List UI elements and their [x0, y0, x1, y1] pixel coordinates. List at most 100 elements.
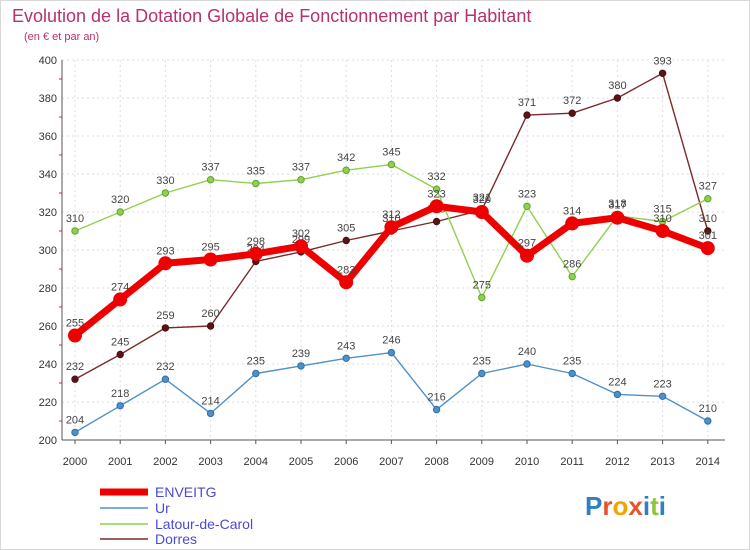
data-label-dorres: 305 — [337, 223, 355, 235]
data-label-enveitg: 301 — [699, 230, 717, 242]
data-point-enveitg — [610, 210, 625, 225]
data-point-latour-de-carol — [342, 166, 350, 174]
data-label-ur: 216 — [427, 392, 445, 404]
data-label-latour-de-carol: 275 — [473, 280, 491, 292]
data-point-enveitg — [203, 252, 218, 267]
data-point-latour-de-carol — [568, 272, 576, 281]
data-point-dorres — [206, 322, 215, 330]
data-label-enveitg: 297 — [518, 238, 536, 250]
legend-label-ur: Ur — [155, 500, 170, 516]
data-label-enveitg: 317 — [608, 200, 626, 212]
data-point-dorres — [613, 94, 622, 102]
data-point-latour-de-carol — [116, 208, 124, 216]
data-label-latour-de-carol: 323 — [518, 188, 536, 200]
data-label-enveitg: 320 — [473, 194, 491, 206]
y-tick-label: 220 — [39, 397, 57, 409]
data-label-ur: 218 — [111, 388, 129, 400]
data-point-enveitg — [565, 216, 580, 231]
data-point-dorres — [432, 217, 441, 226]
y-tick-label: 320 — [39, 207, 57, 219]
data-label-dorres: 371 — [518, 97, 536, 109]
data-point-ur — [387, 348, 396, 357]
data-label-latour-de-carol: 337 — [292, 162, 310, 174]
data-point-latour-de-carol — [297, 176, 305, 184]
series: 2322452592602942993053103153213713723803… — [66, 55, 717, 437]
y-tick-label: 240 — [39, 359, 57, 371]
data-point-ur — [252, 369, 260, 378]
data-point-latour-de-carol — [161, 189, 170, 197]
data-label-enveitg: 283 — [337, 264, 355, 276]
x-tick-label: 2012 — [605, 456, 629, 468]
chart-subtitle: (en € et par an) — [24, 31, 99, 43]
data-label-ur: 246 — [382, 335, 400, 347]
y-tick-label: 340 — [39, 169, 57, 181]
data-label-latour-de-carol: 342 — [337, 152, 355, 164]
data-label-dorres: 259 — [156, 310, 174, 322]
data-label-enveitg: 312 — [382, 209, 400, 221]
data-point-ur — [206, 409, 215, 418]
data-point-dorres — [704, 227, 712, 235]
data-label-enveitg: 310 — [653, 213, 671, 225]
data-point-latour-de-carol — [432, 185, 441, 193]
x-tick-label: 2003 — [198, 456, 222, 468]
data-point-ur — [478, 369, 486, 378]
data-label-dorres: 393 — [653, 55, 671, 67]
data-point-ur — [568, 369, 576, 378]
x-tick-label: 2014 — [696, 456, 720, 468]
logo-letter: i — [659, 491, 666, 521]
data-point-enveitg — [294, 239, 308, 254]
data-label-dorres: 380 — [608, 80, 626, 92]
data-label-dorres: 310 — [699, 213, 717, 225]
proxiti-logo: Proxiti — [585, 491, 666, 521]
data-point-enveitg — [339, 275, 354, 290]
data-label-latour-de-carol: 327 — [699, 181, 717, 193]
data-label-ur: 235 — [563, 356, 581, 368]
data-point-enveitg — [248, 246, 263, 261]
data-point-dorres — [71, 375, 79, 383]
data-point-ur — [432, 405, 441, 414]
data-point-ur — [116, 402, 124, 410]
legend-label-dorres: Dorres — [155, 531, 197, 547]
y-tick-label: 260 — [39, 321, 57, 333]
logo-letter: i — [643, 491, 650, 521]
data-label-dorres: 321 — [473, 192, 491, 204]
data-label-latour-de-carol: 318 — [608, 198, 626, 210]
data-label-latour-de-carol: 345 — [382, 147, 400, 159]
y-tick-label: 300 — [39, 245, 57, 257]
x-tick-label: 2006 — [334, 456, 358, 468]
data-point-enveitg — [68, 328, 82, 343]
data-point-enveitg — [158, 256, 173, 271]
data-point-ur — [161, 375, 170, 383]
data-point-enveitg — [429, 199, 444, 214]
x-tick-label: 2008 — [424, 456, 448, 468]
data-label-enveitg: 323 — [427, 188, 445, 200]
data-point-dorres — [568, 109, 576, 117]
x-tick-label: 2004 — [244, 456, 268, 468]
data-label-enveitg: 274 — [111, 281, 129, 293]
data-label-dorres: 232 — [66, 361, 84, 373]
data-point-enveitg — [474, 205, 489, 219]
data-label-enveitg: 298 — [247, 236, 265, 248]
logo-letter: r — [602, 491, 612, 521]
data-label-latour-de-carol: 286 — [563, 259, 581, 271]
data-point-enveitg — [700, 241, 715, 256]
data-label-latour-de-carol: 332 — [427, 171, 445, 183]
data-label-enveitg: 255 — [66, 318, 84, 330]
data-point-enveitg — [520, 248, 534, 263]
axes: 200 220 240 260 280 300 320 340 360 380 400 2000 200… — [39, 55, 725, 468]
data-point-ur — [342, 354, 350, 362]
data-point-latour-de-carol — [252, 179, 260, 188]
data-point-latour-de-carol — [71, 227, 79, 235]
x-tick-label: 2002 — [153, 456, 177, 468]
data-point-enveitg — [113, 292, 128, 307]
y-tick-label: 380 — [39, 93, 57, 105]
data-point-dorres — [116, 350, 124, 359]
y-tick-label: 360 — [39, 131, 57, 143]
data-label-dorres: 245 — [111, 337, 129, 349]
data-label-ur: 240 — [518, 346, 536, 358]
data-label-dorres: 260 — [201, 308, 219, 320]
x-tick-label: 2007 — [379, 456, 403, 468]
data-point-latour-de-carol — [387, 160, 396, 169]
